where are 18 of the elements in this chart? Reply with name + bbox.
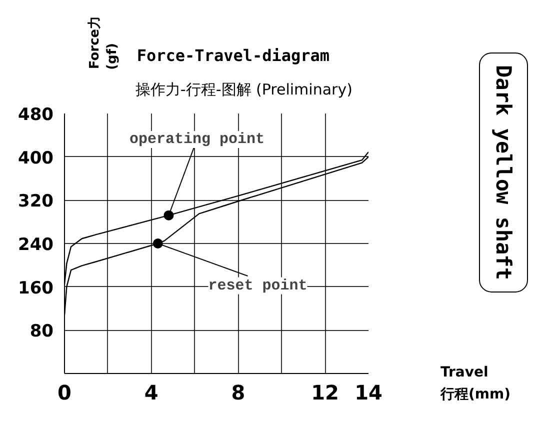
- x-axis-title: Travel 行程(mm): [440, 364, 510, 402]
- text: Dark yellow shaft: [492, 65, 516, 280]
- y-tick-label: 480: [18, 105, 54, 125]
- chart-title: Force-Travel-diagram: [136, 46, 330, 65]
- y-tick-label: 400: [18, 148, 54, 168]
- annotation: reset point: [208, 277, 308, 294]
- x-tick-label: 14: [354, 380, 382, 404]
- annotation: operating point: [129, 131, 264, 148]
- y-tick-label: 80: [30, 322, 54, 342]
- y-axis-title: Force力 (gf): [87, 16, 120, 70]
- x-tick-label: 8: [231, 380, 246, 404]
- x-tick-label: 12: [311, 380, 339, 404]
- x-tick-label: 4: [144, 380, 158, 404]
- x-tick-label: 0: [58, 380, 72, 404]
- chart-subtitle: 操作力-行程-图解 (Preliminary): [135, 80, 352, 98]
- y-tick-label: 240: [18, 235, 54, 255]
- y-tick-label: 320: [18, 192, 54, 212]
- y-tick-label: 160: [18, 278, 54, 298]
